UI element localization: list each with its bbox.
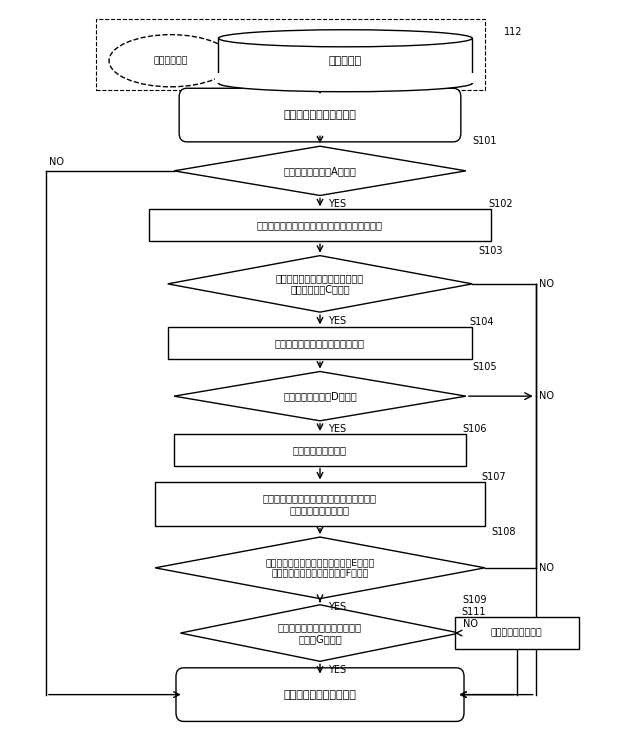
Text: YES: YES bbox=[328, 199, 346, 209]
Text: S111: S111 bbox=[461, 607, 486, 617]
Text: YES: YES bbox=[328, 424, 346, 434]
Text: 判定外フラグを付与: 判定外フラグを付与 bbox=[491, 629, 543, 637]
Text: 路線判定処理１回分終了: 路線判定処理１回分終了 bbox=[284, 690, 356, 699]
Text: S104: S104 bbox=[469, 318, 493, 327]
Bar bbox=[455, 617, 579, 649]
Polygon shape bbox=[174, 146, 466, 196]
Text: 移動判定の連続した通信レコード
の数が設定値C以上？: 移動判定の連続した通信レコード の数が設定値C以上？ bbox=[276, 273, 364, 295]
Text: NO: NO bbox=[539, 391, 554, 402]
Text: S102: S102 bbox=[488, 199, 513, 210]
Ellipse shape bbox=[218, 74, 472, 92]
Text: 路線判定部: 路線判定部 bbox=[329, 55, 362, 66]
Bar bbox=[148, 210, 492, 241]
Text: NO: NO bbox=[463, 620, 477, 629]
Text: 通信レコード間の平均速度を算出: 通信レコード間の平均速度を算出 bbox=[275, 338, 365, 348]
Text: NO: NO bbox=[539, 279, 554, 289]
Bar bbox=[215, 73, 476, 83]
Text: S107: S107 bbox=[482, 472, 506, 483]
Polygon shape bbox=[174, 372, 466, 420]
Text: S101: S101 bbox=[472, 137, 497, 146]
Text: YES: YES bbox=[328, 316, 346, 326]
Text: 平均速度が所定値D以上？: 平均速度が所定値D以上？ bbox=[283, 391, 357, 402]
Ellipse shape bbox=[218, 30, 472, 47]
Bar bbox=[168, 327, 472, 359]
Text: NO: NO bbox=[539, 563, 554, 573]
Text: 処理回数が設定値A未満？: 処理回数が設定値A未満？ bbox=[284, 166, 356, 176]
Text: S106: S106 bbox=[463, 424, 487, 434]
Text: 自身と抽出路線との距離が設定値E以下の
通信レコードの割合が設定値F以上？: 自身と抽出路線との距離が設定値E以下の 通信レコードの割合が設定値F以上？ bbox=[266, 558, 374, 577]
FancyBboxPatch shape bbox=[179, 88, 461, 142]
Text: S109: S109 bbox=[463, 595, 487, 604]
Text: YES: YES bbox=[328, 665, 346, 675]
Ellipse shape bbox=[109, 34, 233, 87]
FancyBboxPatch shape bbox=[176, 668, 464, 721]
Text: 路線情報を読み込む: 路線情報を読み込む bbox=[293, 445, 347, 455]
Text: YES: YES bbox=[328, 602, 346, 612]
Polygon shape bbox=[155, 537, 485, 599]
Text: S105: S105 bbox=[472, 361, 497, 372]
Polygon shape bbox=[180, 604, 460, 661]
Text: S103: S103 bbox=[479, 245, 503, 255]
Text: NO: NO bbox=[49, 157, 64, 167]
Text: 移動フラグの付与された通信レコード群を抽出: 移動フラグの付与された通信レコード群を抽出 bbox=[257, 220, 383, 230]
Bar bbox=[218, 38, 472, 83]
Text: S108: S108 bbox=[492, 527, 516, 537]
Polygon shape bbox=[168, 255, 472, 312]
Text: 路線判定処理１回分開始: 路線判定処理１回分開始 bbox=[284, 110, 356, 120]
Bar bbox=[174, 434, 466, 466]
Text: 通信レコード群と路線との距離の中央値が
最小となる路線を抽出: 通信レコード群と路線との距離の中央値が 最小となる路線を抽出 bbox=[263, 493, 377, 515]
Bar bbox=[155, 483, 485, 526]
Text: 112: 112 bbox=[504, 28, 522, 37]
Text: 通信レコード間の距離の総和が
設定値G以上？: 通信レコード間の距離の総和が 設定値G以上？ bbox=[278, 622, 362, 644]
Text: 判定外フラグ: 判定外フラグ bbox=[154, 56, 188, 65]
